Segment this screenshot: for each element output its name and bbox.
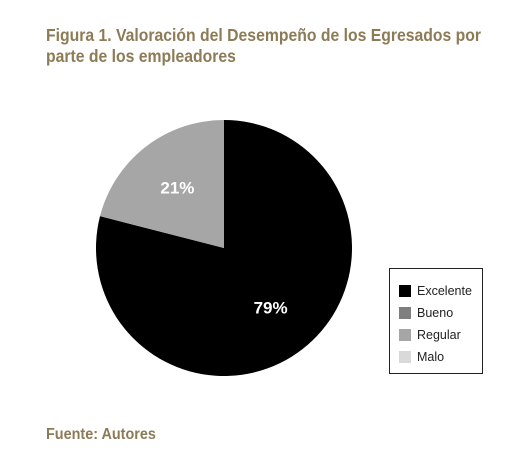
chart-title-line-2: parte de los empleadores [46, 46, 236, 66]
legend-label-regular: Regular [417, 328, 461, 342]
legend-label-bueno: Bueno [417, 306, 454, 320]
pie-label-regular: 21% [160, 178, 194, 197]
chart-legend: Excelente Bueno Regular Malo [389, 268, 483, 374]
legend-swatch-malo [399, 351, 411, 363]
pie-label-excelente: 79% [254, 299, 288, 318]
legend-label-excelente: Excelente [417, 284, 472, 298]
chart-source: Fuente: Autores [46, 426, 156, 443]
pie-slice-regular [100, 120, 224, 248]
legend-item-bueno: Bueno [399, 302, 482, 324]
legend-item-regular: Regular [399, 324, 482, 346]
chart-title-line-1: Figura 1. Valoración del Desempeño de lo… [46, 25, 482, 45]
legend-swatch-regular [399, 329, 411, 341]
legend-swatch-bueno [399, 307, 411, 319]
legend-label-malo: Malo [417, 350, 445, 364]
legend-item-excelente: Excelente [399, 280, 482, 302]
legend-item-malo: Malo [399, 346, 482, 368]
chart-title: Figura 1. Valoración del Desempeño de lo… [46, 25, 482, 67]
legend-swatch-excelente [399, 285, 411, 297]
